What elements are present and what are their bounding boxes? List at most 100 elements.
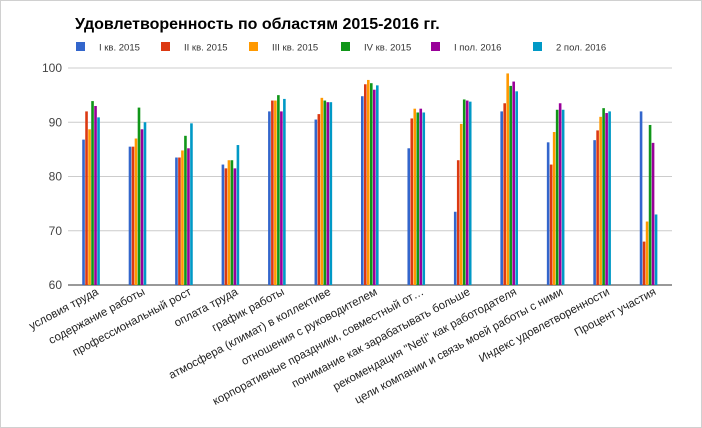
bar xyxy=(131,146,135,285)
bar xyxy=(515,91,518,285)
legend-swatch xyxy=(161,42,170,51)
bar xyxy=(271,100,274,285)
legend-label: I кв. 2015 xyxy=(99,43,140,54)
bar xyxy=(373,89,376,285)
bar xyxy=(512,81,515,285)
bar xyxy=(221,164,225,285)
bar xyxy=(329,102,333,286)
bar xyxy=(376,85,379,285)
bar xyxy=(651,142,655,285)
bar xyxy=(370,83,373,285)
bar xyxy=(465,100,469,285)
bar xyxy=(175,157,178,285)
bar xyxy=(549,164,553,285)
bar xyxy=(593,140,596,285)
bar xyxy=(422,112,426,286)
bar xyxy=(608,111,611,286)
bar xyxy=(410,118,414,285)
bar xyxy=(546,142,550,285)
bar xyxy=(506,73,509,286)
bar xyxy=(274,100,277,285)
bar xyxy=(137,107,141,285)
legend-swatch xyxy=(431,42,440,51)
bar xyxy=(596,130,599,285)
y-tick-label: 80 xyxy=(49,170,63,184)
bar xyxy=(94,105,97,285)
bar xyxy=(323,100,327,285)
bar xyxy=(364,84,367,286)
bar xyxy=(453,211,457,285)
x-tick-label: Процент участия xyxy=(573,286,659,339)
bar xyxy=(227,160,231,285)
gridlines: 60 70 80 90 100 xyxy=(42,61,672,292)
bar xyxy=(561,109,565,286)
y-tick-label: 60 xyxy=(49,278,63,292)
bar xyxy=(233,168,237,285)
bar xyxy=(648,124,652,286)
bar xyxy=(277,95,280,286)
bar xyxy=(134,138,138,285)
bar xyxy=(639,111,643,286)
bar xyxy=(361,96,364,286)
bar xyxy=(413,108,417,285)
bar xyxy=(230,160,234,285)
legend-label: II кв. 2015 xyxy=(184,43,228,54)
y-tick-label: 100 xyxy=(42,61,62,75)
bar xyxy=(645,221,649,285)
legend-swatch xyxy=(533,42,542,51)
bar xyxy=(468,101,472,285)
y-tick-label: 70 xyxy=(49,224,63,238)
legend-swatch xyxy=(249,42,258,51)
bar xyxy=(558,103,562,285)
bar xyxy=(85,111,88,286)
bar xyxy=(642,241,646,285)
bar xyxy=(178,157,181,285)
legend-swatch xyxy=(341,42,350,51)
bar xyxy=(181,150,184,285)
bar xyxy=(367,79,370,285)
bar xyxy=(605,113,608,285)
bar xyxy=(268,111,271,286)
bar xyxy=(552,132,556,285)
bar xyxy=(91,101,94,285)
bar xyxy=(459,123,463,285)
bar xyxy=(503,103,506,285)
bar xyxy=(509,85,512,286)
bar xyxy=(236,145,240,285)
chart-title: Удовлетворенность по областям 2015-2016 … xyxy=(75,16,440,33)
bar xyxy=(555,109,559,286)
bar xyxy=(187,148,190,285)
bar xyxy=(599,116,602,285)
bar xyxy=(224,168,228,285)
bar xyxy=(654,214,658,285)
bar xyxy=(416,112,420,286)
bar xyxy=(143,122,147,285)
legend: I кв. 2015 II кв. 2015 III кв. 2015 IV кв. … xyxy=(76,42,606,54)
bar xyxy=(317,114,321,285)
bars xyxy=(82,73,658,286)
bar xyxy=(500,111,503,286)
bar xyxy=(82,139,85,285)
bar xyxy=(326,102,330,286)
bar xyxy=(140,129,144,285)
bar xyxy=(320,97,324,285)
legend-label: III кв. 2015 xyxy=(272,43,318,54)
legend-swatch xyxy=(76,42,85,51)
bar xyxy=(88,129,91,285)
legend-label: 2 пол. 2016 xyxy=(556,43,606,54)
bar xyxy=(407,148,411,285)
bar xyxy=(419,108,423,285)
legend-label: I пол. 2016 xyxy=(454,43,501,54)
bar xyxy=(190,123,193,285)
bar xyxy=(97,117,100,286)
bar xyxy=(462,99,466,286)
bar xyxy=(184,135,187,285)
legend-label: IV кв. 2015 xyxy=(364,43,411,54)
bar xyxy=(456,160,460,285)
y-tick-label: 90 xyxy=(49,115,63,129)
bar xyxy=(280,111,283,286)
bar xyxy=(128,146,132,285)
